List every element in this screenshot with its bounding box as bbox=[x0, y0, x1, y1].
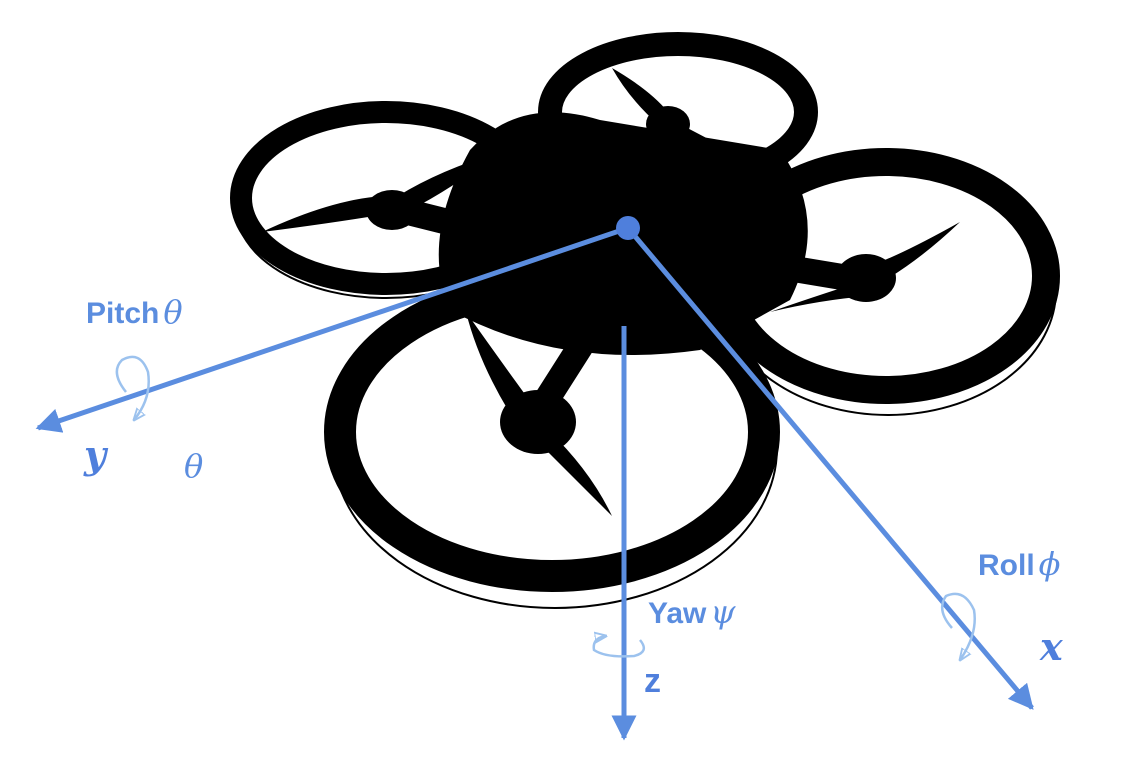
rotation-indicators bbox=[115, 355, 976, 660]
roll-symbol: ϕ bbox=[1038, 545, 1061, 583]
propeller-left bbox=[262, 152, 500, 232]
roll-rotation-arrow bbox=[940, 592, 976, 660]
theta-symbol: θ bbox=[184, 447, 204, 485]
rotor-ring-front bbox=[324, 272, 780, 592]
z-axis-label: z bbox=[644, 662, 661, 700]
yaw-symbol: ψ bbox=[710, 593, 736, 631]
yaw-word: Yaw bbox=[648, 597, 707, 630]
roll-word: Roll bbox=[978, 549, 1035, 582]
center-of-mass-dot bbox=[616, 216, 640, 240]
pitch-rotation-arrow bbox=[115, 355, 150, 420]
pitch-label: Pitch θ bbox=[86, 296, 183, 329]
pitch-symbol: θ bbox=[163, 293, 183, 331]
yaw-label: Yaw ψ bbox=[648, 596, 735, 629]
propeller-top bbox=[612, 68, 745, 158]
x-axis-label: x bbox=[1040, 624, 1063, 669]
propeller-right bbox=[770, 222, 960, 312]
x-axis-arrow bbox=[626, 226, 1034, 710]
rotor-ring-top bbox=[538, 32, 818, 192]
propeller-front bbox=[466, 312, 612, 516]
rotor-ring-left bbox=[230, 101, 542, 295]
body-axes bbox=[35, 225, 1034, 741]
y-axis-label: y bbox=[84, 432, 107, 477]
rotor-ring-right bbox=[712, 148, 1060, 404]
roll-label: Roll ϕ bbox=[978, 548, 1060, 581]
pitch-word: Pitch bbox=[86, 297, 160, 330]
yaw-rotation-arrow bbox=[592, 636, 646, 658]
quadcopter-drone bbox=[230, 32, 1060, 609]
y-axis-arrow bbox=[35, 225, 629, 433]
